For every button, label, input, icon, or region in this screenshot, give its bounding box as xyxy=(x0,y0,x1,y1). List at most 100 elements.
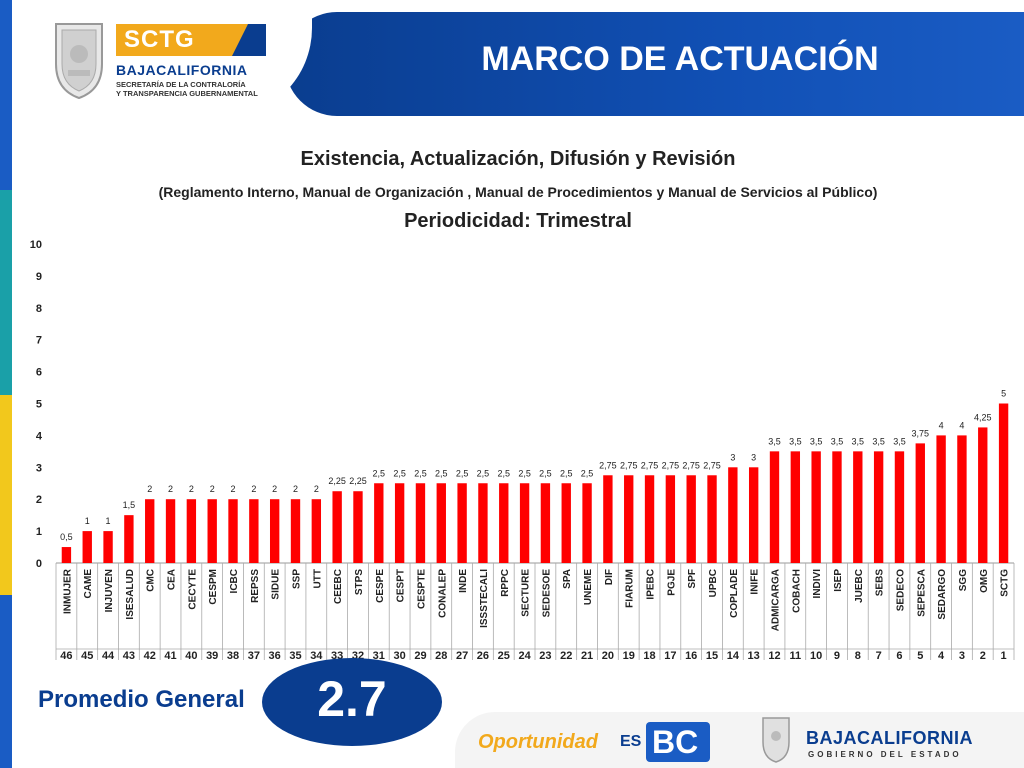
bar xyxy=(894,451,905,563)
data-label: 1,5 xyxy=(123,500,136,510)
category-label: STPS xyxy=(354,569,365,595)
data-label: 2 xyxy=(147,484,152,494)
rank-label: 20 xyxy=(602,650,614,662)
category-label: CEA xyxy=(167,569,178,590)
bar xyxy=(394,483,405,563)
footer-brand-sub: GOBIERNO DEL ESTADO xyxy=(808,750,962,759)
category-label: CESPT xyxy=(396,569,407,602)
rank-label: 17 xyxy=(664,650,676,662)
logo-state-name: BAJACALIFORNIA xyxy=(116,62,248,78)
average-label: Promedio General xyxy=(38,686,245,713)
bar xyxy=(499,483,509,563)
data-label: 2,5 xyxy=(414,468,427,478)
bar xyxy=(603,475,613,563)
data-label: 2 xyxy=(251,484,256,494)
logo-subtitle-2: Y TRANSPARENCIA GUBERNAMENTAL xyxy=(116,89,258,98)
data-label: 2,75 xyxy=(703,460,721,470)
header-band xyxy=(285,12,1024,116)
category-label: SIDUE xyxy=(271,569,282,600)
bar xyxy=(415,483,426,563)
category-label: SPF xyxy=(687,569,698,588)
bar xyxy=(540,483,551,563)
rank-label: 25 xyxy=(498,650,510,662)
data-label: 2,5 xyxy=(435,468,448,478)
bar xyxy=(665,475,676,563)
category-label: RPPC xyxy=(500,569,511,597)
category-label: CONALEP xyxy=(437,569,448,618)
category-label: PGJE xyxy=(666,569,677,596)
chart-title: Existencia, Actualización, Difusión y Re… xyxy=(300,148,736,170)
rank-label: 8 xyxy=(855,650,861,662)
rank-label: 30 xyxy=(394,650,406,662)
category-label: SGG xyxy=(958,569,969,591)
rank-label: 45 xyxy=(81,650,93,662)
category-label: INMUJER xyxy=(62,568,73,614)
chart-subtitle: (Reglamento Interno, Manual de Organizac… xyxy=(158,184,878,200)
data-label: 2,25 xyxy=(328,476,346,486)
bar xyxy=(82,531,92,563)
rank-label: 3 xyxy=(959,650,965,662)
state-shield-icon xyxy=(55,23,103,100)
bar xyxy=(998,403,1009,563)
category-label: CMC xyxy=(146,569,157,592)
category-label: SCTG xyxy=(1000,569,1011,597)
category-label: DIF xyxy=(604,569,615,585)
category-label: SEDARGO xyxy=(937,569,948,620)
data-label: 4,25 xyxy=(974,412,992,422)
data-label: 5 xyxy=(1001,389,1006,399)
footer-bc-text: BC xyxy=(652,724,699,760)
data-label: 2 xyxy=(314,484,319,494)
data-label: 4 xyxy=(939,420,944,430)
category-label: CAME xyxy=(83,569,94,599)
data-label: 2 xyxy=(210,484,215,494)
bar xyxy=(290,499,301,563)
rank-label: 1 xyxy=(1001,650,1007,662)
category-label: UPBC xyxy=(708,569,719,597)
category-label: SEBS xyxy=(875,569,886,597)
rank-label: 29 xyxy=(414,650,426,662)
footer-slogan: Oportunidad xyxy=(478,731,598,753)
rank-label: 14 xyxy=(727,650,740,662)
data-label: 2 xyxy=(189,484,194,494)
category-label: SECTURE xyxy=(521,569,532,617)
bar xyxy=(436,483,446,563)
bar xyxy=(686,475,696,563)
data-label: 2,5 xyxy=(477,468,490,478)
category-label: CECYTE xyxy=(187,569,198,610)
footer-shield-icon xyxy=(762,717,790,763)
y-tick-label: 8 xyxy=(36,303,42,315)
rank-label: 12 xyxy=(768,650,780,662)
category-label: JUEBC xyxy=(854,569,865,603)
category-label: ISESALUD xyxy=(125,569,136,620)
rank-label: 19 xyxy=(623,650,635,662)
rank-label: 34 xyxy=(310,650,323,662)
bar xyxy=(790,451,801,563)
bar xyxy=(624,475,634,563)
bar xyxy=(332,491,342,563)
bar xyxy=(769,451,780,563)
rank-label: 42 xyxy=(144,650,156,662)
bar xyxy=(748,467,759,563)
data-label: 2,75 xyxy=(641,460,659,470)
rank-label: 7 xyxy=(876,650,882,662)
data-label: 2,5 xyxy=(456,468,469,478)
category-label: INJUVEN xyxy=(104,569,115,612)
rank-label: 46 xyxy=(60,650,72,662)
category-label: CESPTE xyxy=(416,569,427,609)
left-color-stripe xyxy=(0,0,12,768)
category-label: ICBC xyxy=(229,569,240,593)
data-label: 2,75 xyxy=(682,460,700,470)
bar xyxy=(978,427,988,563)
category-label: INDIVI xyxy=(812,569,823,599)
bar xyxy=(582,483,592,563)
rank-label: 9 xyxy=(834,650,840,662)
bar xyxy=(728,467,738,563)
y-tick-label: 5 xyxy=(36,399,42,411)
category-label: SSP xyxy=(292,569,303,589)
rank-label: 22 xyxy=(560,650,572,662)
footer-bc-logo: BC xyxy=(646,722,710,762)
category-label: UTT xyxy=(312,569,323,588)
y-tick-label: 2 xyxy=(36,494,42,506)
category-label: ISSSTECALI xyxy=(479,569,490,628)
footer-band xyxy=(455,712,1024,768)
